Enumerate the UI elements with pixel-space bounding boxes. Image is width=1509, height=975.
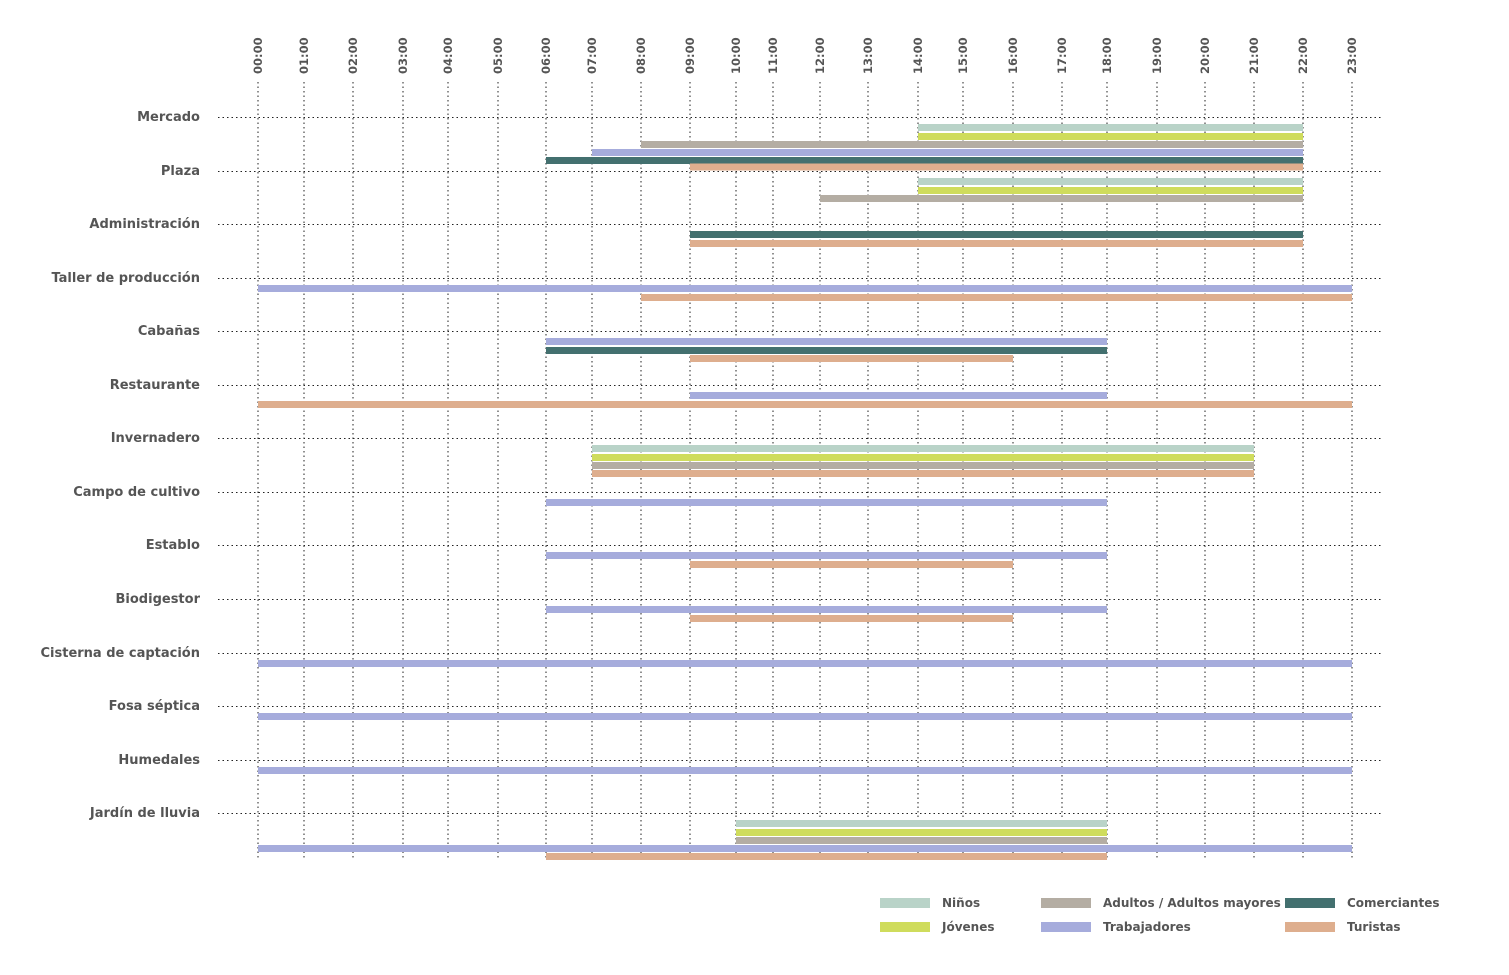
- row-label: Cisterna de captación: [41, 646, 201, 661]
- x-tick-label: 06:00: [539, 37, 553, 74]
- x-tick-label: 10:00: [729, 37, 743, 74]
- x-tick-label: 13:00: [861, 37, 875, 74]
- legend-swatch-ninos: [880, 898, 930, 908]
- row-label: Jardín de lluvia: [89, 806, 200, 821]
- x-tick-label: 11:00: [766, 37, 780, 74]
- legend: Niños Jóvenes Adultos / Adultos mayores Tra…: [880, 896, 1440, 934]
- bar-trabajadores: [258, 713, 1352, 720]
- x-tick-label: 04:00: [441, 37, 455, 74]
- bar-jovenes: [918, 133, 1303, 140]
- schedule-bars: [258, 124, 1352, 860]
- bar-turistas: [690, 240, 1303, 247]
- legend-swatch-turistas: [1285, 922, 1335, 932]
- bar-trabajadores: [258, 285, 1352, 292]
- bar-turistas: [690, 561, 1013, 568]
- x-tick-label: 08:00: [634, 37, 648, 74]
- bar-trabajadores: [690, 392, 1107, 399]
- x-tick-label: 15:00: [956, 37, 970, 74]
- x-tick-label: 05:00: [491, 37, 505, 74]
- bar-ninos: [918, 178, 1303, 185]
- bar-adultos: [820, 195, 1303, 202]
- x-tick-label: 17:00: [1055, 37, 1069, 74]
- row-label: Cabañas: [138, 324, 200, 339]
- x-tick-label: 22:00: [1296, 37, 1310, 74]
- bar-turistas: [690, 355, 1013, 362]
- row-label: Plaza: [161, 164, 200, 179]
- legend-label-jovenes: Jóvenes: [941, 920, 995, 934]
- legend-swatch-adultos: [1041, 898, 1091, 908]
- legend-swatch-trabajadores: [1041, 922, 1091, 932]
- x-tick-label: 19:00: [1150, 37, 1164, 74]
- bar-adultos: [736, 837, 1107, 844]
- row-label: Establo: [146, 538, 200, 553]
- x-tick-label: 01:00: [297, 37, 311, 74]
- x-tick-label: 00:00: [251, 37, 265, 74]
- bar-ninos: [592, 445, 1254, 452]
- bar-ninos: [918, 124, 1303, 131]
- bar-jovenes: [736, 829, 1107, 836]
- row-label: Campo de cultivo: [73, 485, 200, 500]
- row-label: Mercado: [137, 110, 200, 125]
- bar-turistas: [258, 401, 1352, 408]
- row-label: Biodigestor: [116, 592, 201, 607]
- x-axis-tick-labels: 00:00 01:00 02:00 03:00 04:00 05:00 06:00 07:00…: [251, 37, 1359, 74]
- bar-trabajadores: [546, 499, 1107, 506]
- bar-turistas: [592, 470, 1254, 477]
- x-tick-label: 20:00: [1198, 37, 1212, 74]
- row-label: Invernadero: [111, 431, 200, 446]
- bar-comerciantes: [546, 157, 1303, 164]
- bar-turistas: [641, 294, 1352, 301]
- row-label: Restaurante: [110, 378, 200, 393]
- row-label: Humedales: [118, 753, 200, 768]
- x-tick-label: 23:00: [1345, 37, 1359, 74]
- legend-swatch-comerciantes: [1285, 898, 1335, 908]
- row-label: Taller de producción: [51, 271, 200, 286]
- bar-jovenes: [592, 454, 1254, 461]
- bar-turistas: [690, 163, 1303, 171]
- bar-adultos: [641, 141, 1303, 148]
- legend-label-turistas: Turistas: [1347, 920, 1401, 934]
- bar-turistas: [690, 615, 1013, 622]
- legend-label-ninos: Niños: [942, 896, 980, 910]
- legend-label-comerciantes: Comerciantes: [1347, 896, 1440, 910]
- bar-trabajadores: [258, 767, 1352, 774]
- row-label: Administración: [89, 217, 200, 232]
- y-axis-row-labels: Mercado Plaza Administración Taller de prod…: [41, 110, 201, 821]
- bar-trabajadores: [546, 606, 1107, 613]
- bar-trabajadores: [546, 552, 1107, 559]
- bar-comerciantes: [546, 347, 1107, 354]
- legend-label-adultos: Adultos / Adultos mayores: [1103, 896, 1281, 910]
- bar-trabajadores: [258, 660, 1352, 667]
- x-tick-label: 18:00: [1100, 37, 1114, 74]
- bar-ninos: [736, 820, 1107, 827]
- legend-label-trabajadores: Trabajadores: [1103, 920, 1191, 934]
- x-tick-label: 09:00: [683, 37, 697, 74]
- x-tick-label: 16:00: [1006, 37, 1020, 74]
- x-tick-label: 12:00: [813, 37, 827, 74]
- bar-jovenes: [918, 187, 1303, 194]
- x-tick-label: 03:00: [396, 37, 410, 74]
- bar-trabajadores: [546, 338, 1107, 345]
- x-tick-label: 14:00: [911, 37, 925, 74]
- bar-trabajadores: [592, 149, 1303, 156]
- bar-comerciantes: [690, 231, 1303, 238]
- row-label: Fosa séptica: [109, 699, 200, 714]
- bar-turistas: [546, 853, 1107, 860]
- bar-trabajadores: [258, 845, 1352, 852]
- bar-adultos: [592, 462, 1254, 469]
- x-tick-label: 21:00: [1247, 37, 1261, 74]
- legend-swatch-jovenes: [880, 922, 930, 932]
- x-tick-label: 02:00: [346, 37, 360, 74]
- x-tick-label: 07:00: [585, 37, 599, 74]
